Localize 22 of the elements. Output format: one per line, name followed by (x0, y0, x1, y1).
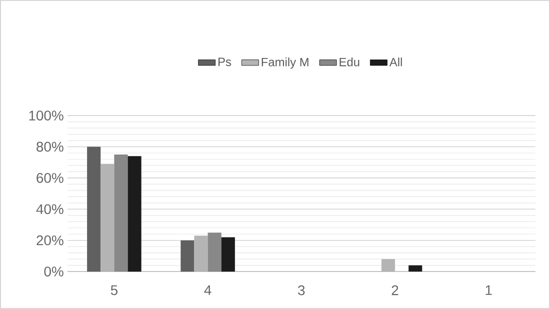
bar (114, 154, 128, 272)
legend-label: Edu (340, 58, 360, 66)
x-tick-label: 4 (204, 285, 212, 295)
x-tick-label: 1 (486, 285, 492, 295)
bar (408, 265, 422, 272)
x-tick-label: 3 (298, 285, 305, 296)
y-tick-label: 60% (36, 173, 64, 183)
y-tick-label: 0% (44, 266, 64, 277)
y-tick-label: 20% (36, 235, 64, 246)
bar (208, 232, 222, 272)
x-tick-label: 5 (110, 285, 118, 296)
x-tick-label: 2 (392, 285, 398, 296)
legend-label: Ps (218, 58, 232, 66)
y-tick-label: 40% (36, 204, 64, 214)
bar (128, 156, 142, 272)
y-tick-label: 100% (29, 110, 64, 120)
legend-label: Family M (262, 58, 308, 69)
bar (180, 240, 194, 272)
legend-label: All (389, 58, 402, 66)
bar (221, 237, 235, 272)
bar (87, 146, 101, 272)
y-tick-label: 80% (36, 142, 64, 152)
